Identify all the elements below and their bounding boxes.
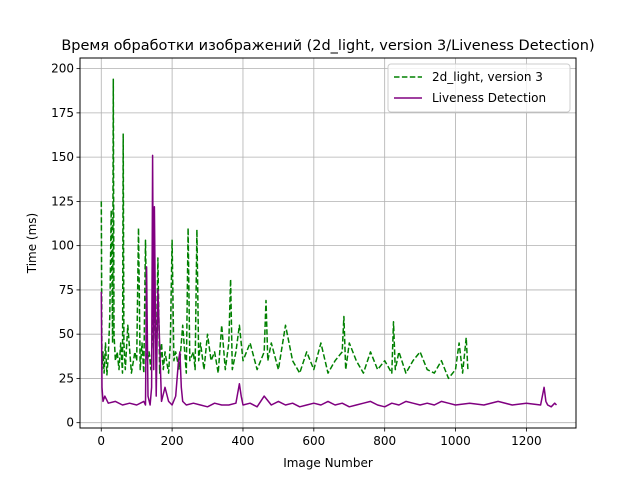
x-tick-label: 600 [302,434,325,448]
y-tick-label: 50 [59,327,74,341]
grid [80,58,576,428]
x-axis-label: Image Number [283,456,373,470]
legend: 2d_light, version 3 Liveness Detection [387,63,571,113]
x-tick-label: 0 [97,434,105,448]
y-axis-ticks: 0 25 50 75 100 125 150 175 200 [51,62,80,430]
x-tick-label: 200 [161,434,184,448]
y-tick-label: 150 [51,150,74,164]
x-tick-label: 1000 [440,434,471,448]
y-tick-label: 175 [51,106,74,120]
y-tick-label: 125 [51,194,74,208]
y-axis-label: Time (ms) [25,213,39,275]
legend-box [387,63,571,113]
y-tick-label: 25 [59,371,74,385]
plot-frame [79,57,577,429]
x-tick-label: 800 [373,434,396,448]
legend-label-liveness: Liveness Detection [432,91,546,105]
y-tick-label: 0 [66,416,74,430]
x-axis-ticks: 0 200 400 600 800 1000 1200 [97,428,542,448]
y-tick-label: 100 [51,239,74,253]
y-tick-label: 200 [51,62,74,76]
x-tick-label: 1200 [511,434,542,448]
y-tick-label: 75 [59,283,74,297]
x-tick-label: 400 [232,434,255,448]
series-line-2d-light-version-3 [100,78,469,380]
chart-title: Время обработки изображений (2d_light, v… [61,38,594,54]
series-layer [100,78,558,408]
series-line-liveness-detection [100,154,558,408]
legend-label-2d-light: 2d_light, version 3 [432,70,543,84]
